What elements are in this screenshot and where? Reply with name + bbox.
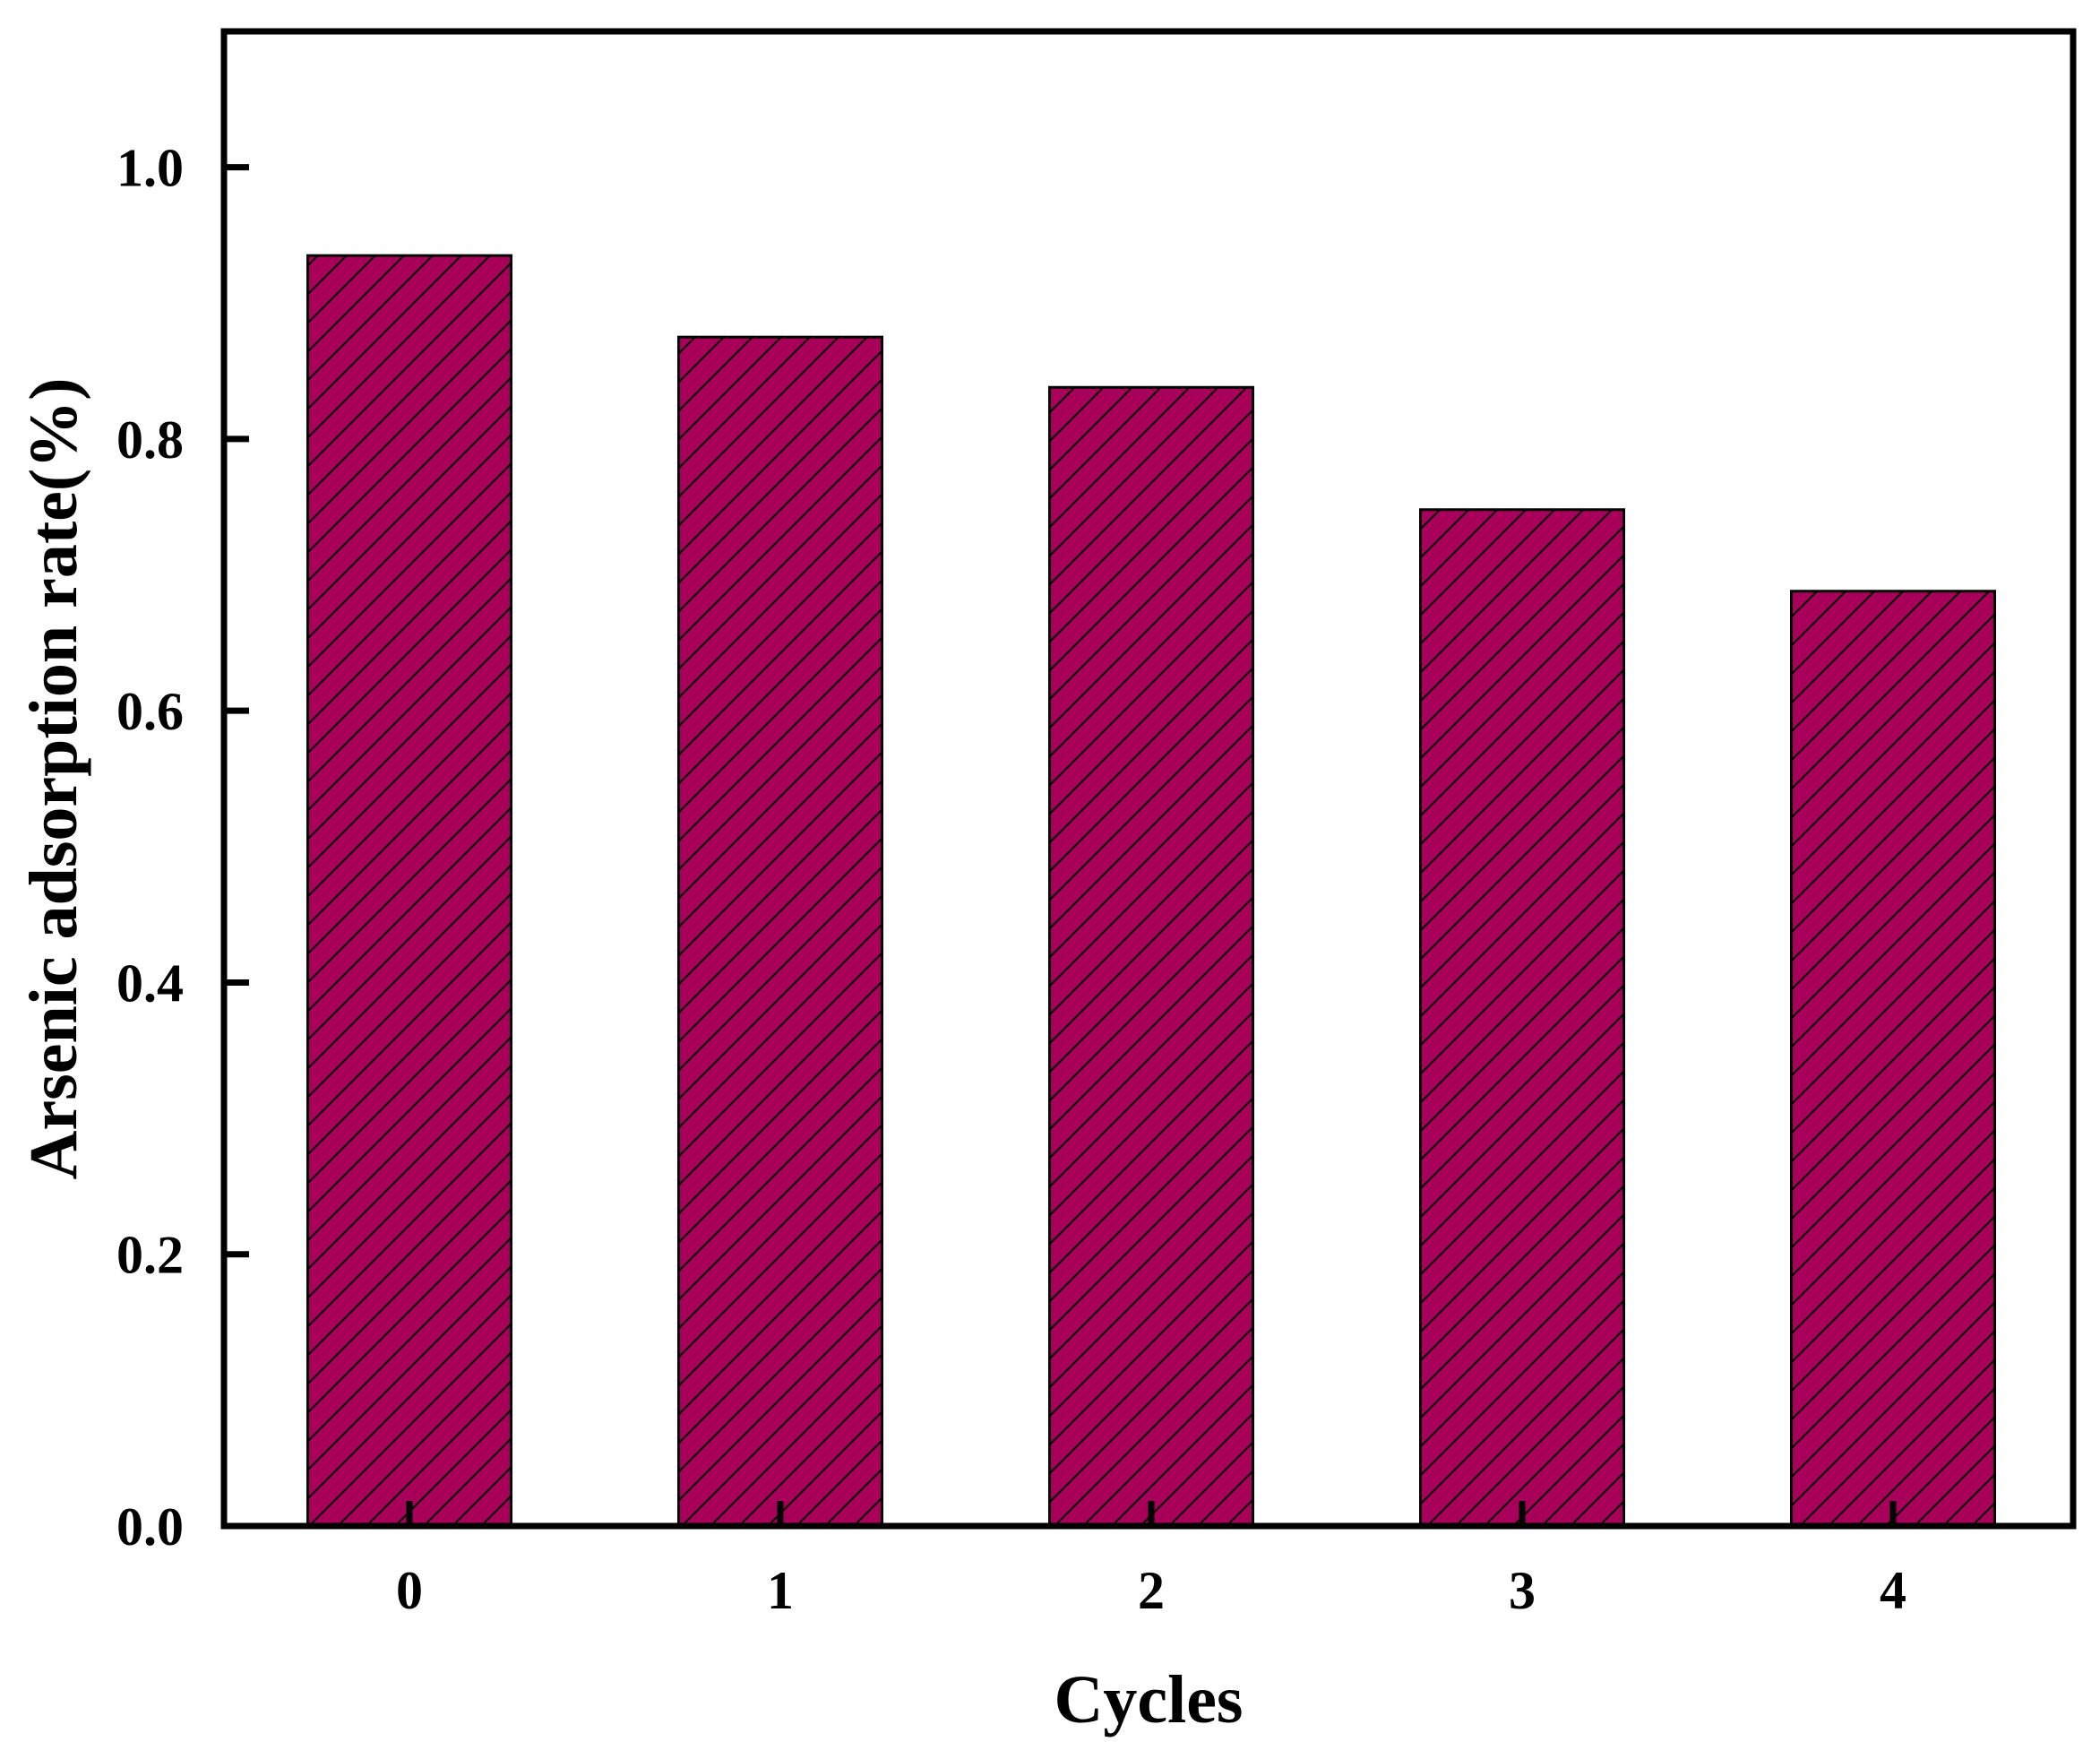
bar-0 [306,254,512,1528]
bar-1 [677,335,883,1528]
bar-hatch [1048,385,1254,1528]
bars-layer [306,254,1996,1528]
x-tick-label: 3 [1509,1561,1536,1620]
ticks-layer: 0 1 2 3 4 0.0 0.2 0.4 0.6 0.8 1.0 [116,139,1906,1620]
y-axis-title: Arsenic adsorption rate(%) [16,378,91,1180]
bar-hatch [1419,508,1625,1528]
x-tick-label: 4 [1880,1561,1906,1620]
y-tick-label: 0.2 [116,1226,184,1285]
y-tick-label: 0.0 [116,1497,184,1556]
x-tick-label: 2 [1138,1561,1165,1620]
y-tick-label: 0.8 [116,410,184,470]
bar-3 [1419,508,1625,1528]
y-tick-label: 1.0 [116,139,184,198]
bar-4 [1790,590,1996,1528]
bar-hatch [677,335,883,1528]
y-tick-label: 0.6 [116,682,184,741]
plot-frame [220,28,2077,1530]
x-tick-label: 0 [396,1561,423,1620]
bar-2 [1048,385,1254,1528]
x-axis-title: Cycles [1054,1662,1243,1737]
y-tick-label: 0.4 [116,953,184,1013]
bar-hatch [1790,590,1996,1528]
bar-hatch [306,254,512,1528]
x-tick-label: 1 [767,1561,794,1620]
